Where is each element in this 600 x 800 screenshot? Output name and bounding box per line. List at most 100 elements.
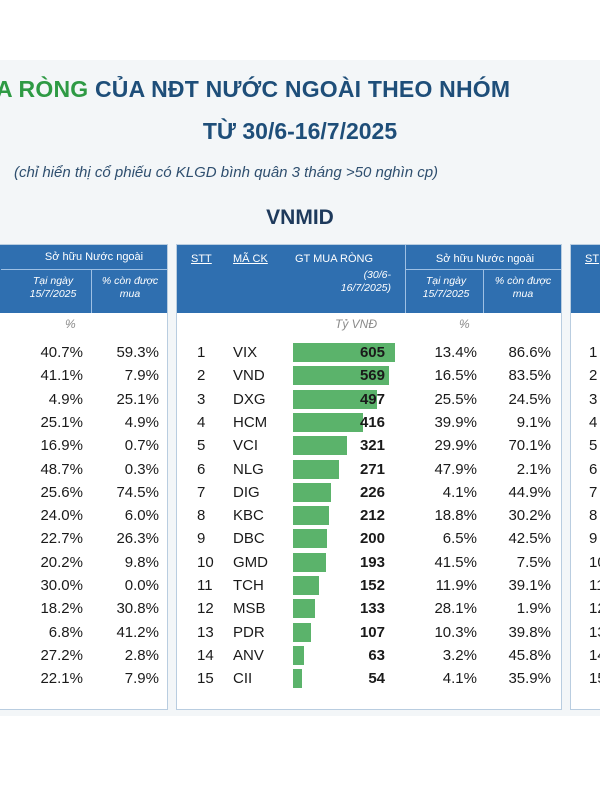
row-ticker: MSB	[233, 600, 266, 618]
right-row-stt: 8	[589, 507, 598, 525]
row-stt: 6	[197, 460, 206, 478]
right-table-row: 9	[571, 527, 600, 550]
page-subtitle: (chỉ hiển thị cổ phiếu có KLGD bình quân…	[14, 164, 439, 181]
left-table-row: 24.0% 6.0%	[0, 504, 167, 527]
net-buy-bar	[293, 389, 377, 409]
row-own-pct: 16.5%	[434, 367, 477, 385]
table-row: 2 VND 569 16.5% 83.5%	[177, 364, 561, 387]
row-own-pct: 18.8%	[434, 507, 477, 525]
main-header-vline-1	[405, 245, 406, 313]
left-own-pct: 20.2%	[40, 553, 83, 571]
row-stt: 9	[197, 530, 206, 548]
left-own-pct: 18.2%	[40, 600, 83, 618]
row-room-pct: 7.5%	[516, 553, 551, 571]
left-room-pct: 4.9%	[124, 413, 159, 431]
main-unit-row	[177, 313, 561, 339]
left-table-row: 20.2% 9.8%	[0, 551, 167, 574]
left-table-row: 22.1% 7.9%	[0, 667, 167, 690]
net-buy-bar	[293, 436, 348, 456]
row-own-pct: 4.1%	[442, 483, 477, 501]
left-own-pct: 41.1%	[40, 367, 83, 385]
left-own-pct: 40.7%	[40, 344, 83, 361]
left-room-pct: 0.3%	[124, 460, 159, 478]
net-buy-bar	[293, 482, 332, 502]
page-title-line2: TỪ 30/6-16/7/2025	[202, 118, 398, 144]
net-buy-bar	[293, 343, 395, 362]
title-highlight: A RÒNG	[0, 76, 89, 102]
row-stt: 8	[197, 507, 206, 525]
left-room-pct: 2.8%	[124, 646, 159, 664]
row-room-pct: 42.5%	[508, 530, 551, 548]
title-rest: CỦA NĐT NƯỚC NGOÀI THEO NHÓM	[88, 76, 511, 102]
net-buy-bar	[293, 576, 319, 595]
net-buy-bar	[293, 366, 389, 386]
left-table-row: 25.6% 74.5%	[0, 481, 167, 504]
right-table-row: 2	[571, 364, 600, 387]
left-header-ownership: Sở hữu Nước ngoài	[44, 251, 144, 263]
left-own-pct: 24.0%	[40, 507, 83, 525]
left-table-header: Sở hữu Nước ngoài Tại ngày 15/7/2025 % c…	[0, 245, 167, 313]
row-stt: 7	[197, 483, 206, 501]
table-row: 13 PDR 107 10.3% 39.8%	[177, 621, 561, 644]
left-table-row: 4.9% 25.1%	[0, 388, 167, 411]
left-room-pct: 26.3%	[116, 530, 159, 548]
table-row: 1 VIX 605 13.4% 86.6%	[177, 341, 561, 364]
row-stt: 10	[197, 553, 214, 571]
right-table-header: ST	[571, 245, 600, 313]
net-buy-value: 212	[359, 507, 385, 525]
left-own-pct: 4.9%	[48, 390, 83, 408]
left-table-row: 40.7% 59.3%	[0, 341, 167, 364]
left-table-row: 27.2% 2.8%	[0, 644, 167, 667]
right-table-row: 10	[571, 551, 600, 574]
net-buy-bar	[293, 552, 326, 572]
row-stt: 5	[197, 437, 206, 455]
row-room-pct: 44.9%	[508, 483, 551, 501]
right-table-row: 11	[571, 574, 600, 597]
left-room-pct: 9.8%	[124, 553, 159, 571]
header-ticker: MÃ CK	[233, 253, 268, 265]
row-own-pct: 41.5%	[434, 553, 477, 571]
right-table-row: 12	[571, 597, 600, 620]
row-stt: 15	[197, 670, 214, 688]
row-stt: 3	[197, 390, 206, 408]
right-table-row: 5	[571, 434, 600, 457]
right-row-stt: 14	[589, 646, 600, 664]
left-own-pct: 25.6%	[40, 483, 83, 501]
table-row: 15 CII 54 4.1% 35.9%	[177, 667, 561, 690]
row-ticker: VND	[233, 367, 265, 385]
row-room-pct: 39.8%	[508, 623, 551, 641]
row-room-pct: 83.5%	[508, 367, 551, 385]
row-own-pct: 29.9%	[434, 437, 477, 455]
header-foreign-ownership: Sở hữu Nước ngoài	[435, 253, 535, 265]
right-row-stt: 9	[589, 530, 598, 548]
right-row-stt: 6	[589, 460, 598, 478]
row-room-pct: 9.1%	[516, 413, 551, 431]
right-table-row: 14	[571, 644, 600, 667]
left-own-pct: 6.8%	[48, 623, 83, 641]
row-ticker: KBC	[233, 507, 264, 525]
main-table-header: STT MÃ CK GT MUA RÒNG (30/6-16/7/2025) S…	[177, 245, 561, 313]
left-own-pct: 48.7%	[40, 460, 83, 478]
left-unit-label: %	[65, 317, 76, 331]
right-unit-row	[571, 313, 600, 339]
net-buy-bar	[293, 645, 304, 665]
right-table-panel: ST 123456789101112131415	[570, 244, 600, 710]
right-row-stt: 2	[589, 367, 598, 385]
row-ticker: VCI	[233, 437, 259, 455]
row-stt: 12	[197, 600, 214, 618]
left-own-pct: 22.7%	[40, 530, 83, 548]
header-net-buy-value: GT MUA RÒNG	[295, 253, 374, 265]
row-own-pct: 6.5%	[442, 530, 477, 548]
right-row-stt: 15	[589, 670, 600, 688]
row-ticker: GMD	[233, 553, 268, 571]
left-room-pct: 41.2%	[116, 623, 159, 641]
top-blank-area	[0, 0, 600, 60]
net-buy-value: 321	[359, 437, 385, 455]
left-room-pct: 0.0%	[124, 577, 159, 594]
row-room-pct: 24.5%	[508, 390, 551, 408]
left-room-pct: 59.3%	[116, 344, 159, 361]
row-stt: 14	[197, 646, 214, 664]
row-stt: 2	[197, 367, 206, 385]
row-room-pct: 70.1%	[508, 437, 551, 455]
table-row: 12 MSB 133 28.1% 1.9%	[177, 597, 561, 620]
